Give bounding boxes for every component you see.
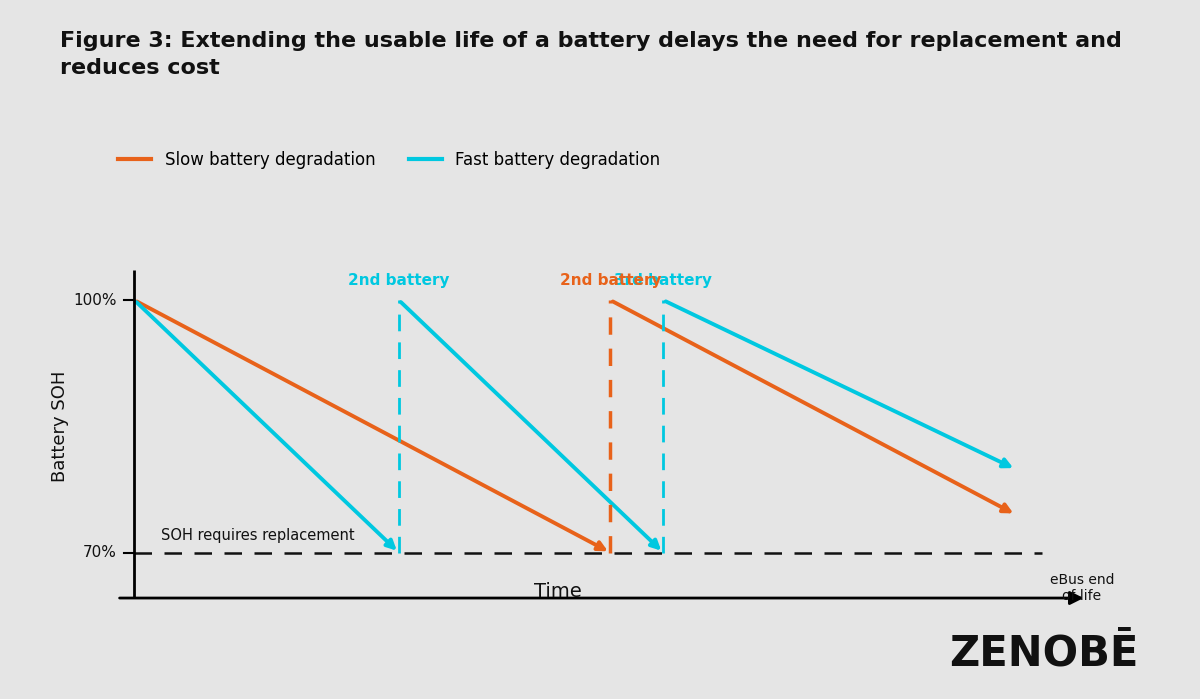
Text: Figure 3: Extending the usable life of a battery delays the need for replacement: Figure 3: Extending the usable life of a… <box>60 31 1122 78</box>
Legend: Slow battery degradation, Fast battery degradation: Slow battery degradation, Fast battery d… <box>112 144 667 175</box>
Text: 100%: 100% <box>73 293 116 308</box>
Text: 3rd battery: 3rd battery <box>614 273 713 287</box>
Text: 2nd battery: 2nd battery <box>559 273 661 287</box>
Text: Battery SOH: Battery SOH <box>50 370 68 482</box>
Text: eBus end
of life: eBus end of life <box>1050 572 1115 603</box>
Text: ZENOBĒ: ZENOBĒ <box>949 633 1139 675</box>
Text: 70%: 70% <box>83 545 116 560</box>
Text: 2nd battery: 2nd battery <box>348 273 450 287</box>
Text: SOH requires replacement: SOH requires replacement <box>161 528 354 542</box>
Text: Time: Time <box>534 582 581 601</box>
